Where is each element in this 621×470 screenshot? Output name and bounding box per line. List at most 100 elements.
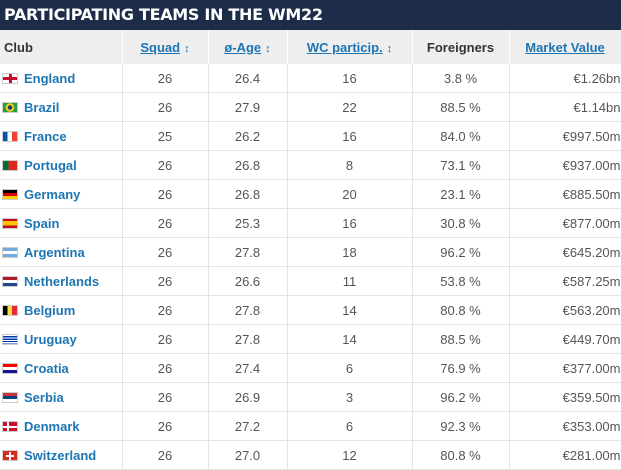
wc-particip-cell: 16 bbox=[287, 208, 413, 238]
club-cell: Belgium bbox=[0, 295, 123, 325]
club-cell: Argentina bbox=[0, 237, 123, 267]
team-link[interactable]: Switzerland bbox=[24, 448, 97, 464]
column-header-wc-particip[interactable]: WC particip. ↕ bbox=[287, 30, 413, 64]
club-cell: Croatia bbox=[0, 353, 123, 383]
squad-cell: 26 bbox=[122, 150, 209, 180]
denmark-flag-icon bbox=[2, 421, 18, 433]
squad-cell: 26 bbox=[122, 411, 209, 441]
market-value-cell: €1.26bn bbox=[509, 64, 621, 93]
team-link[interactable]: Croatia bbox=[24, 361, 69, 377]
france-flag-icon bbox=[2, 131, 18, 143]
sort-arrows-icon[interactable]: ↕ bbox=[386, 42, 393, 55]
team-link[interactable]: Portugal bbox=[24, 158, 77, 174]
wc-particip-cell: 6 bbox=[287, 411, 413, 441]
foreigners-cell: 80.8 % bbox=[412, 295, 510, 325]
age-cell: 25.3 bbox=[208, 208, 288, 238]
market-value-cell: €587.25m bbox=[509, 266, 621, 296]
team-link[interactable]: Belgium bbox=[24, 303, 76, 319]
wc-particip-cell: 14 bbox=[287, 295, 413, 325]
foreigners-cell: 96.2 % bbox=[412, 382, 510, 412]
age-header-label[interactable]: ø-Age bbox=[224, 39, 262, 55]
wc-particip-cell: 3 bbox=[287, 382, 413, 412]
foreigners-cell: 76.9 % bbox=[412, 353, 510, 383]
croatia-flag-icon bbox=[2, 363, 18, 375]
squad-cell: 26 bbox=[122, 440, 209, 470]
table-row: Serbia 26 26.9 3 96.2 % €359.50m bbox=[0, 382, 621, 412]
column-header-market-value[interactable]: Market Value bbox=[509, 30, 621, 64]
spain-flag-icon bbox=[2, 218, 18, 230]
sort-arrows-icon[interactable]: ↕ bbox=[265, 42, 271, 55]
switzerland-flag-icon bbox=[2, 450, 18, 462]
club-cell: Portugal bbox=[0, 150, 123, 180]
page-title: PARTICIPATING TEAMS IN THE WM22 bbox=[0, 0, 621, 30]
club-cell: Denmark bbox=[0, 411, 123, 441]
wc-particip-cell: 22 bbox=[287, 92, 413, 122]
sort-arrows-icon[interactable]: ↕ bbox=[184, 42, 190, 55]
market-value-cell: €449.70m bbox=[509, 324, 621, 354]
column-header-foreigners: Foreigners bbox=[412, 30, 510, 64]
team-link[interactable]: Denmark bbox=[24, 419, 80, 435]
squad-cell: 26 bbox=[122, 324, 209, 354]
table-row: Germany 26 26.8 20 23.1 % €885.50m bbox=[0, 179, 621, 209]
wc-header-label[interactable]: WC particip. bbox=[306, 39, 383, 55]
column-header-squad[interactable]: Squad ↕ bbox=[122, 30, 209, 64]
table-row: Brazil 26 27.9 22 88.5 % €1.14bn bbox=[0, 92, 621, 122]
belgium-flag-icon bbox=[2, 305, 18, 317]
squad-cell: 26 bbox=[122, 179, 209, 209]
foreigners-cell: 84.0 % bbox=[412, 121, 510, 151]
club-cell: France bbox=[0, 121, 123, 151]
club-cell: Uruguay bbox=[0, 324, 123, 354]
germany-flag-icon bbox=[2, 189, 18, 201]
table-row: England 26 26.4 16 3.8 % €1.26bn bbox=[0, 64, 621, 93]
market-value-cell: €645.20m bbox=[509, 237, 621, 267]
foreigners-cell: 88.5 % bbox=[412, 324, 510, 354]
market-value-header-label[interactable]: Market Value bbox=[525, 39, 605, 55]
team-link[interactable]: Germany bbox=[24, 187, 81, 203]
table-row: Portugal 26 26.8 8 73.1 % €937.00m bbox=[0, 150, 621, 180]
foreigners-cell: 80.8 % bbox=[412, 440, 510, 470]
market-value-cell: €1.14bn bbox=[509, 92, 621, 122]
age-cell: 27.0 bbox=[208, 440, 288, 470]
foreigners-cell: 3.8 % bbox=[412, 64, 510, 93]
foreigners-cell: 92.3 % bbox=[412, 411, 510, 441]
market-value-cell: €937.00m bbox=[509, 150, 621, 180]
england-flag-icon bbox=[2, 73, 18, 85]
foreigners-cell: 88.5 % bbox=[412, 92, 510, 122]
squad-header-label[interactable]: Squad bbox=[140, 39, 181, 55]
age-cell: 27.8 bbox=[208, 237, 288, 267]
team-link[interactable]: France bbox=[24, 129, 67, 145]
wc-particip-cell: 16 bbox=[287, 121, 413, 151]
squad-cell: 26 bbox=[122, 92, 209, 122]
age-cell: 26.4 bbox=[208, 64, 288, 93]
age-cell: 27.4 bbox=[208, 353, 288, 383]
wc-particip-cell: 16 bbox=[287, 64, 413, 93]
age-cell: 26.8 bbox=[208, 179, 288, 209]
squad-cell: 25 bbox=[122, 121, 209, 151]
table-row: Croatia 26 27.4 6 76.9 % €377.00m bbox=[0, 353, 621, 383]
table-row: Uruguay 26 27.8 14 88.5 % €449.70m bbox=[0, 324, 621, 354]
club-cell: England bbox=[0, 64, 123, 93]
team-link[interactable]: Netherlands bbox=[24, 274, 100, 290]
wc-particip-cell: 20 bbox=[287, 179, 413, 209]
club-cell: Netherlands bbox=[0, 266, 123, 296]
table-row: Denmark 26 27.2 6 92.3 % €353.00m bbox=[0, 411, 621, 441]
club-cell: Serbia bbox=[0, 382, 123, 412]
team-link[interactable]: Spain bbox=[24, 216, 60, 232]
table-row: Belgium 26 27.8 14 80.8 % €563.20m bbox=[0, 295, 621, 325]
market-value-cell: €885.50m bbox=[509, 179, 621, 209]
team-link[interactable]: Brazil bbox=[24, 100, 60, 116]
table-row: Spain 26 25.3 16 30.8 % €877.00m bbox=[0, 208, 621, 238]
foreigners-cell: 73.1 % bbox=[412, 150, 510, 180]
team-link[interactable]: England bbox=[24, 71, 76, 87]
uruguay-flag-icon bbox=[2, 334, 18, 346]
table-row: France 25 26.2 16 84.0 % €997.50m bbox=[0, 121, 621, 151]
team-link[interactable]: Uruguay bbox=[24, 332, 77, 348]
market-value-cell: €377.00m bbox=[509, 353, 621, 383]
team-link[interactable]: Serbia bbox=[24, 390, 64, 406]
club-cell: Germany bbox=[0, 179, 123, 209]
team-link[interactable]: Argentina bbox=[24, 245, 85, 261]
squad-cell: 26 bbox=[122, 353, 209, 383]
market-value-cell: €877.00m bbox=[509, 208, 621, 238]
column-header-age[interactable]: ø-Age ↕ bbox=[208, 30, 288, 64]
portugal-flag-icon bbox=[2, 160, 18, 172]
